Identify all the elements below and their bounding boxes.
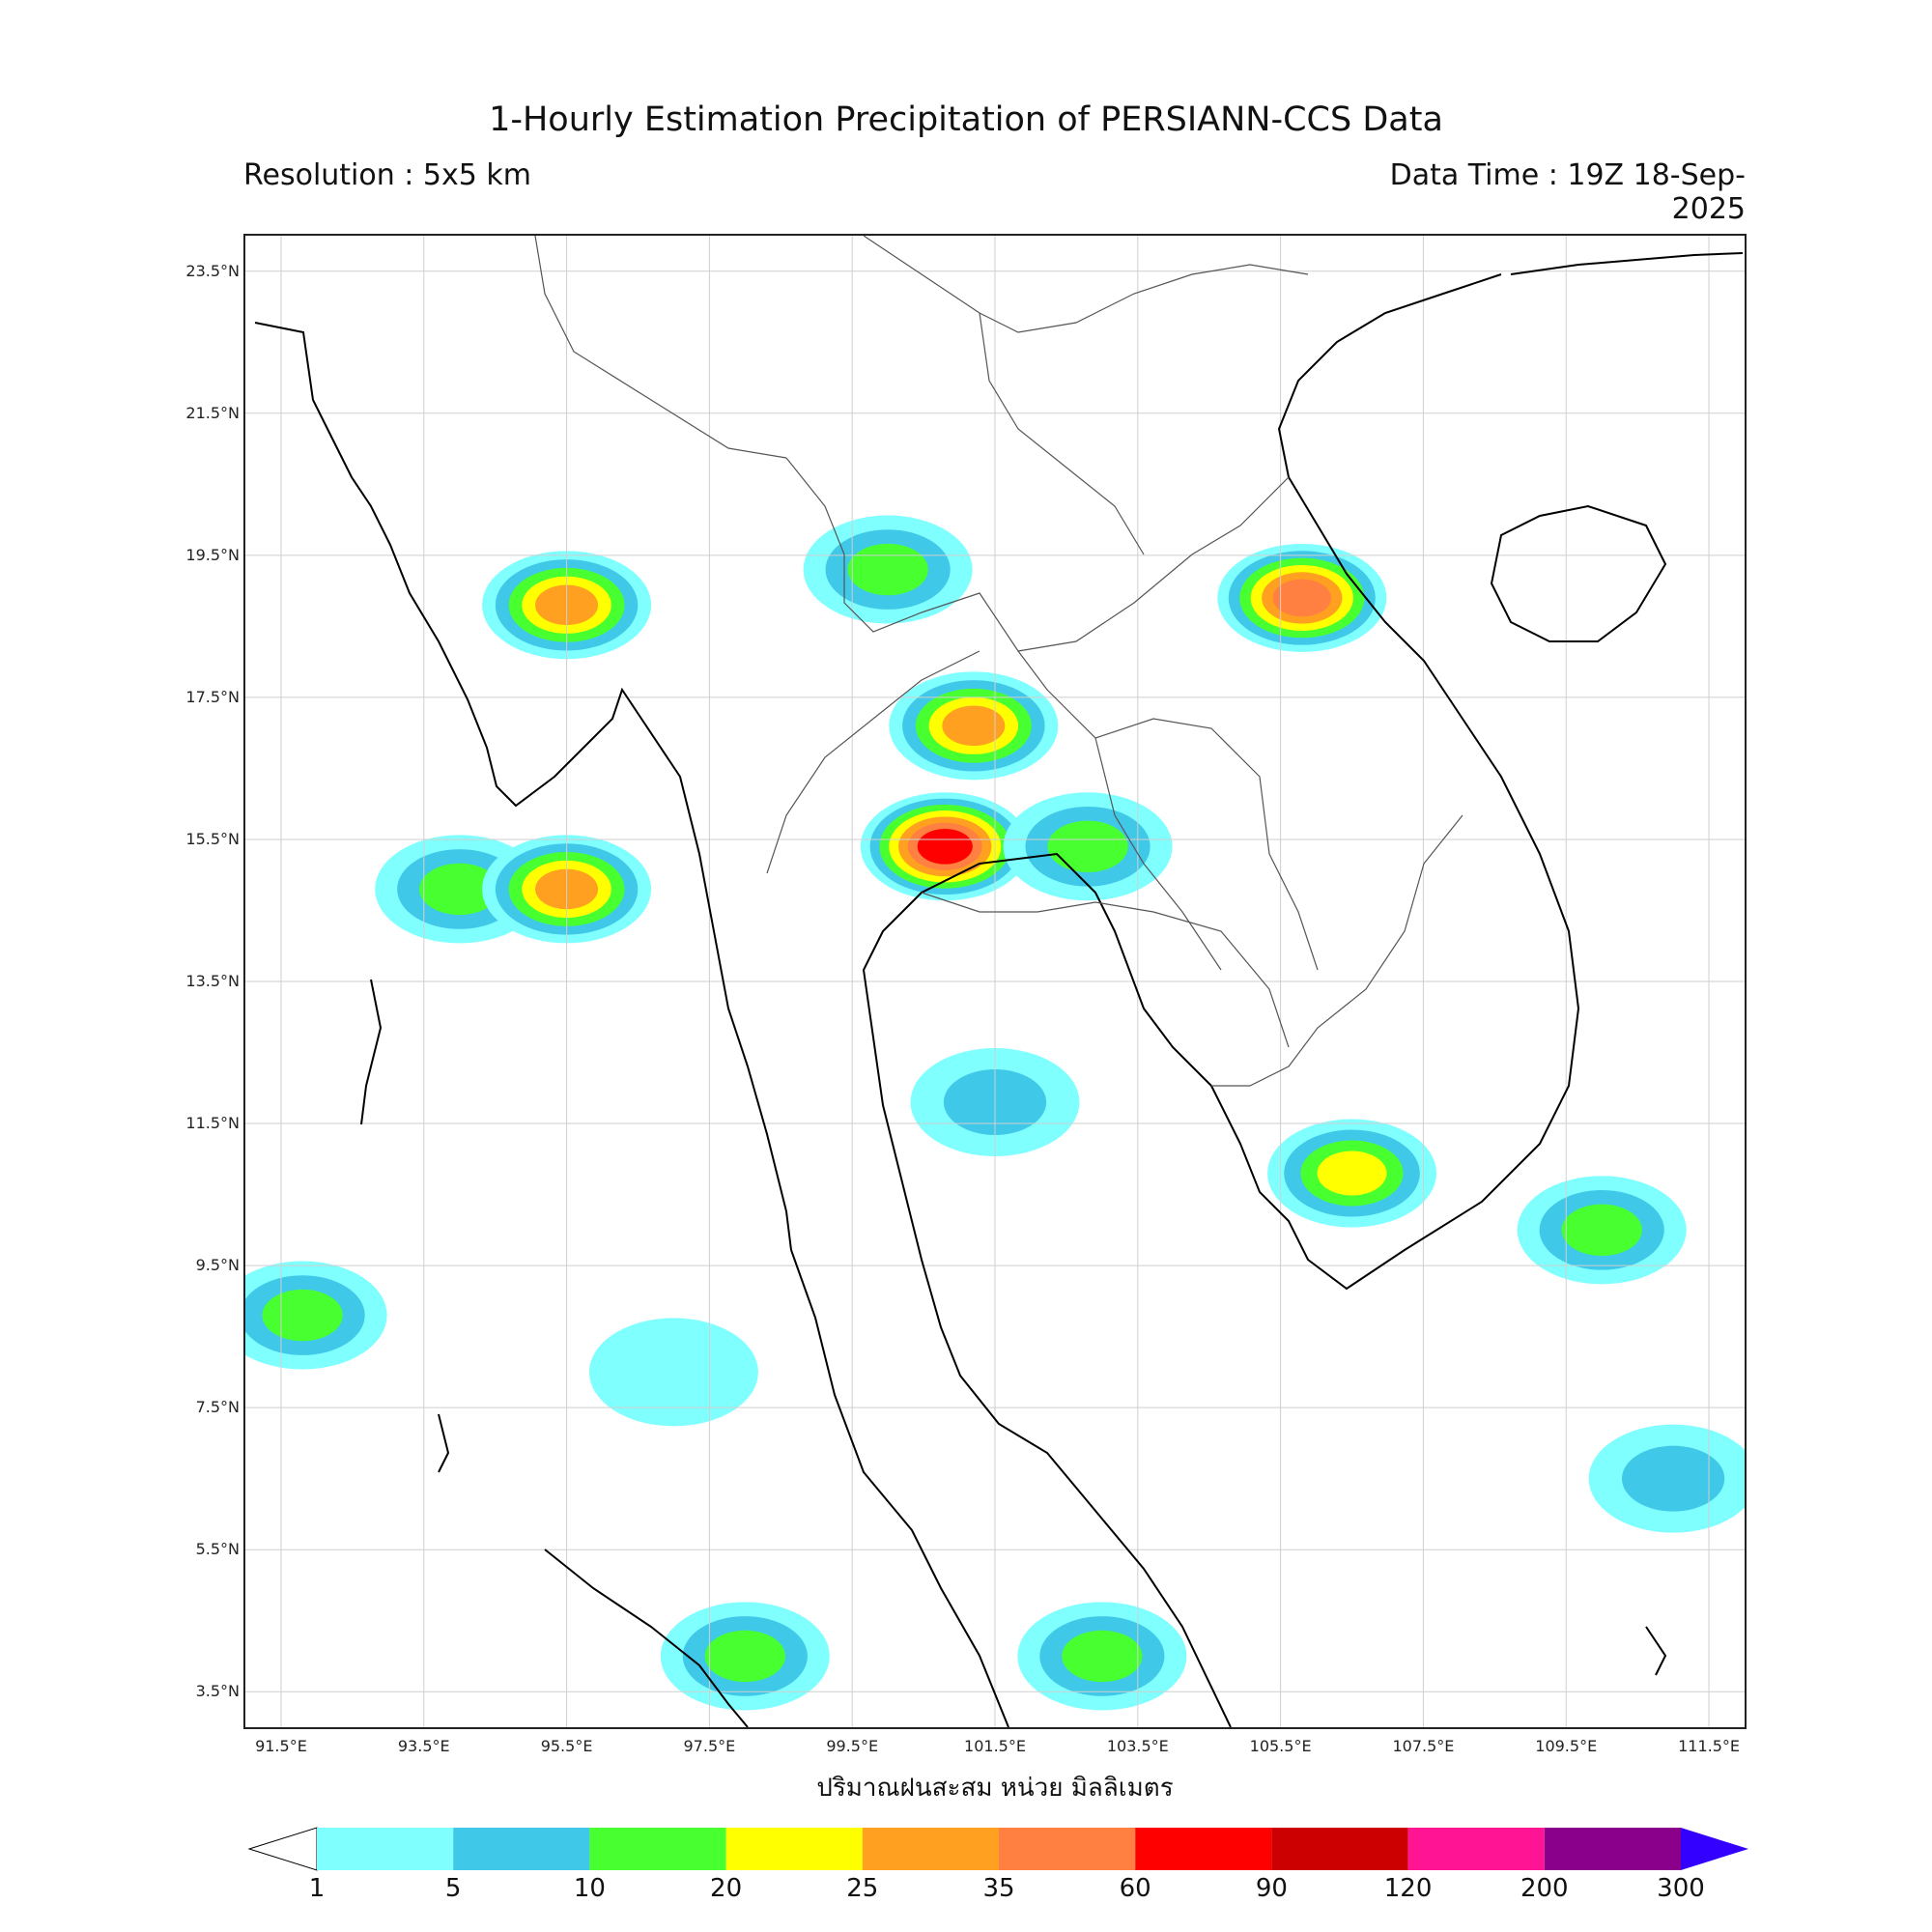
lon-tick-label: 105.5°E — [1249, 1737, 1312, 1755]
colorbar-tick-label: 90 — [1255, 1874, 1288, 1903]
colorbar-tick-label: 200 — [1520, 1874, 1569, 1903]
lat-tick-label: 15.5°N — [185, 829, 240, 848]
colorbar-segment — [862, 1828, 999, 1870]
colorbar-segment — [317, 1828, 454, 1870]
colorbar-segment — [589, 1828, 726, 1870]
colorbar-tick-label: 20 — [710, 1874, 743, 1903]
lat-tick-label: 5.5°N — [195, 1540, 240, 1559]
rain-contour — [262, 1289, 343, 1342]
colorbar-tick-label: 25 — [846, 1874, 879, 1903]
rain-contour — [917, 829, 973, 865]
lon-tick-label: 95.5°E — [540, 1737, 593, 1755]
colorbar-tick-label: 300 — [1657, 1874, 1705, 1903]
lon-tick-label: 103.5°E — [1106, 1737, 1169, 1755]
colorbar-tick-label: 120 — [1383, 1874, 1433, 1903]
colorbar-segment — [1407, 1828, 1545, 1870]
rain-cell — [1517, 1176, 1687, 1285]
lon-tick-label: 97.5°E — [683, 1737, 736, 1755]
rain-cell — [1267, 1119, 1437, 1228]
rain-cell — [245, 1261, 387, 1370]
lon-tick-label: 111.5°E — [1678, 1737, 1740, 1755]
rain-contour — [588, 1318, 758, 1427]
lat-tick-label: 19.5°N — [185, 545, 240, 564]
lon-tick-label: 101.5°E — [964, 1737, 1026, 1755]
rain-layer — [245, 515, 1745, 1711]
map-title: 1-Hourly Estimation Precipitation of PER… — [489, 100, 1443, 139]
rain-contour — [1062, 1630, 1143, 1683]
colorbar-segment — [725, 1828, 863, 1870]
rain-cell — [588, 1318, 758, 1427]
lon-tick-label: 99.5°E — [826, 1737, 879, 1755]
rain-contour — [704, 1630, 785, 1683]
colorbar-under-arrow — [247, 1827, 318, 1871]
rain-cell — [660, 1602, 830, 1711]
coastlines — [254, 252, 1744, 1727]
colorbar-tick-label: 60 — [1119, 1874, 1151, 1903]
lat-tick-label: 21.5°N — [185, 403, 240, 422]
rain-cell — [860, 792, 1030, 901]
precipitation-map[interactable] — [243, 234, 1747, 1729]
colorbar-tick-label: 35 — [982, 1874, 1015, 1903]
rain-contour — [1621, 1445, 1725, 1512]
lat-tick-label: 23.5°N — [185, 261, 240, 280]
colorbar-segment — [1544, 1828, 1681, 1870]
colorbar-tick-label: 10 — [573, 1874, 606, 1903]
lat-tick-label: 11.5°N — [185, 1114, 240, 1133]
rain-cell — [1017, 1602, 1187, 1711]
colorbar-segment — [1271, 1828, 1408, 1870]
graticule — [245, 236, 1745, 1727]
unit-label: ปริมาณฝนสะสม หน่วย มิลลิเมตร — [816, 1774, 1174, 1803]
rain-cell — [889, 671, 1059, 781]
rain-contour — [1317, 1151, 1387, 1196]
lat-tick-label: 9.5°N — [195, 1256, 240, 1275]
lat-tick-label: 3.5°N — [195, 1682, 240, 1701]
rain-contour — [942, 705, 1006, 747]
colorbar-segment — [999, 1828, 1136, 1870]
lon-tick-label: 107.5°E — [1392, 1737, 1455, 1755]
rain-contour — [1561, 1204, 1642, 1256]
colorbar-segment — [1135, 1828, 1272, 1870]
lon-tick-label: 93.5°E — [397, 1737, 450, 1755]
rain-contour — [419, 863, 500, 916]
data-time-label: Data Time : 19Z 18-Sep-2025 — [1389, 158, 1746, 226]
lon-tick-label: 91.5°E — [255, 1737, 307, 1755]
rain-contour — [1047, 820, 1128, 872]
rain-cell — [1003, 792, 1173, 901]
colorbar-over-arrow — [1681, 1828, 1748, 1870]
lat-tick-label: 13.5°N — [185, 972, 240, 990]
rain-cell — [803, 515, 973, 624]
resolution-label: Resolution : 5x5 km — [243, 158, 531, 192]
colorbar-tick-label: 5 — [444, 1874, 462, 1903]
rain-contour — [1272, 579, 1331, 617]
lat-tick-label: 17.5°N — [185, 687, 240, 706]
lat-tick-label: 7.5°N — [195, 1398, 240, 1417]
rain-cell — [1588, 1424, 1745, 1533]
map-canvas — [245, 236, 1745, 1727]
borders — [534, 236, 1463, 1087]
rain-contour — [847, 543, 928, 596]
lon-tick-label: 109.5°E — [1535, 1737, 1598, 1755]
colorbar-segment — [453, 1828, 590, 1870]
rain-cell — [1217, 543, 1387, 652]
colorbar-tick-label: 1 — [308, 1874, 326, 1903]
